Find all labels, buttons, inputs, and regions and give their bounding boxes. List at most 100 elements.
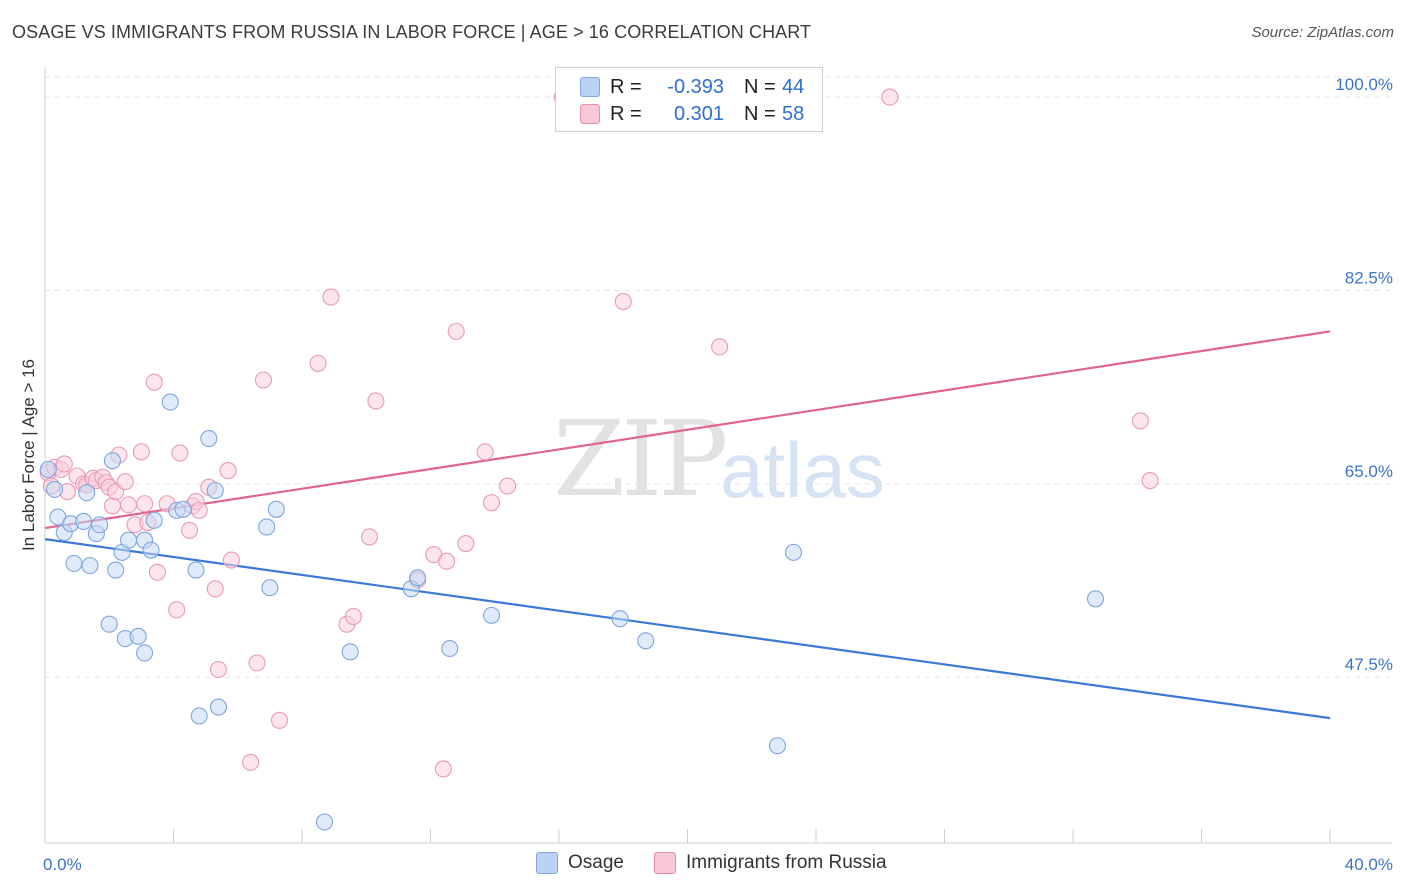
russia-point[interactable] (190, 501, 208, 519)
russia-point[interactable] (103, 497, 122, 515)
osage-point[interactable] (100, 615, 118, 633)
stats-legend: R = -0.393 N = 44 R = 0.301 N = 58 (555, 67, 823, 132)
r-value-osage: -0.393 (667, 75, 724, 98)
osage-point[interactable] (119, 531, 138, 549)
osage-point[interactable] (142, 541, 160, 559)
russia-point[interactable] (242, 753, 260, 771)
osage-point[interactable] (39, 460, 57, 479)
osage-point[interactable] (187, 561, 205, 579)
osage-point[interactable] (103, 452, 122, 470)
osage-point[interactable] (145, 511, 163, 529)
russia-point[interactable] (222, 551, 240, 569)
legend-label-osage: Osage (568, 852, 624, 873)
osage-point[interactable] (784, 543, 803, 561)
osage-swatch-icon (580, 77, 600, 97)
osage-point[interactable] (161, 393, 179, 411)
chart-title: OSAGE VS IMMIGRANTS FROM RUSSIA IN LABOR… (12, 22, 812, 42)
r-value-russia: 0.301 (673, 102, 724, 125)
osage-point[interactable] (267, 500, 285, 518)
osage-point[interactable] (107, 561, 125, 579)
russia-point[interactable] (438, 552, 456, 570)
russia-point[interactable] (614, 292, 632, 311)
osage-point[interactable] (637, 632, 655, 650)
russia-point[interactable] (457, 534, 475, 553)
osage-point[interactable] (200, 430, 218, 448)
osage-legend-icon (536, 852, 558, 874)
r-label: R = (610, 75, 642, 98)
osage-point[interactable] (174, 500, 192, 518)
russia-point[interactable] (145, 373, 163, 391)
x-tick-label: 40.0% (1345, 855, 1393, 874)
russia-point[interactable] (270, 711, 289, 729)
russia-point[interactable] (116, 473, 134, 491)
osage-point[interactable] (482, 606, 501, 624)
russia-point[interactable] (476, 443, 494, 461)
legend-row-osage: R = -0.393 N = 44 (580, 75, 804, 99)
russia-point[interactable] (119, 496, 138, 514)
data-points (39, 88, 1159, 831)
osage-point[interactable] (81, 557, 99, 575)
russia-point[interactable] (209, 660, 228, 679)
russia-swatch-icon (580, 104, 600, 124)
osage-point[interactable] (136, 644, 154, 662)
osage-point[interactable] (341, 643, 359, 661)
russia-point[interactable] (360, 528, 379, 546)
russia-point[interactable] (254, 371, 273, 389)
n-value-osage: 44 (782, 75, 805, 98)
series-legend: Osage Immigrants from Russia (536, 852, 917, 874)
osage-point[interactable] (190, 707, 208, 725)
osage-point[interactable] (1086, 590, 1105, 608)
russia-point[interactable] (309, 354, 327, 372)
russia-point[interactable] (499, 477, 517, 495)
osage-point[interactable] (258, 518, 276, 536)
osage-point[interactable] (46, 480, 64, 498)
russia-point[interactable] (168, 601, 186, 619)
legend-item-osage[interactable]: Osage (536, 852, 624, 874)
russia-point[interactable] (171, 444, 189, 462)
osage-point[interactable] (78, 484, 96, 502)
osage-point[interactable] (315, 813, 334, 831)
x-tick-label: 0.0% (43, 855, 82, 874)
russia-point[interactable] (881, 88, 899, 106)
russia-point[interactable] (132, 443, 150, 461)
russia-point[interactable] (447, 322, 465, 340)
russia-point[interactable] (1131, 412, 1150, 430)
russia-point[interactable] (1141, 471, 1159, 490)
y-tick-label: 47.5% (1345, 655, 1393, 674)
osage-point[interactable] (75, 512, 93, 530)
watermark-zip: ZIP (553, 398, 728, 520)
russia-point[interactable] (711, 338, 729, 356)
r-label: R = (610, 102, 642, 125)
legend-item-russia[interactable]: Immigrants from Russia (653, 852, 887, 874)
russia-point[interactable] (206, 580, 224, 598)
russia-point[interactable] (434, 760, 452, 778)
osage-point[interactable] (129, 627, 147, 645)
n-label: N = (744, 75, 776, 98)
axes (44, 67, 1392, 844)
y-tick-label: 82.5% (1345, 268, 1393, 287)
osage-point[interactable] (261, 579, 279, 597)
russia-point[interactable] (367, 392, 385, 410)
osage-point[interactable] (206, 481, 224, 500)
osage-point[interactable] (441, 639, 459, 658)
russia-point[interactable] (248, 654, 266, 672)
russia-point[interactable] (322, 288, 340, 306)
osage-point[interactable] (209, 698, 228, 716)
gridlines (45, 76, 1392, 678)
russia-point[interactable] (219, 462, 237, 480)
russia-point[interactable] (136, 495, 154, 513)
n-value-russia: 58 (782, 102, 805, 125)
russia-point[interactable] (482, 494, 501, 512)
russia-point[interactable] (181, 521, 199, 539)
osage-point[interactable] (768, 737, 787, 755)
legend-row-russia: R = 0.301 N = 58 (580, 102, 804, 126)
russia-point[interactable] (344, 607, 362, 626)
osage-point[interactable] (611, 610, 629, 628)
osage-point[interactable] (409, 569, 427, 587)
russia-point[interactable] (148, 563, 166, 581)
osage-point[interactable] (65, 554, 83, 572)
russia-point[interactable] (55, 455, 73, 473)
osage-point[interactable] (91, 516, 109, 534)
osage-trend-line (44, 538, 1331, 720)
